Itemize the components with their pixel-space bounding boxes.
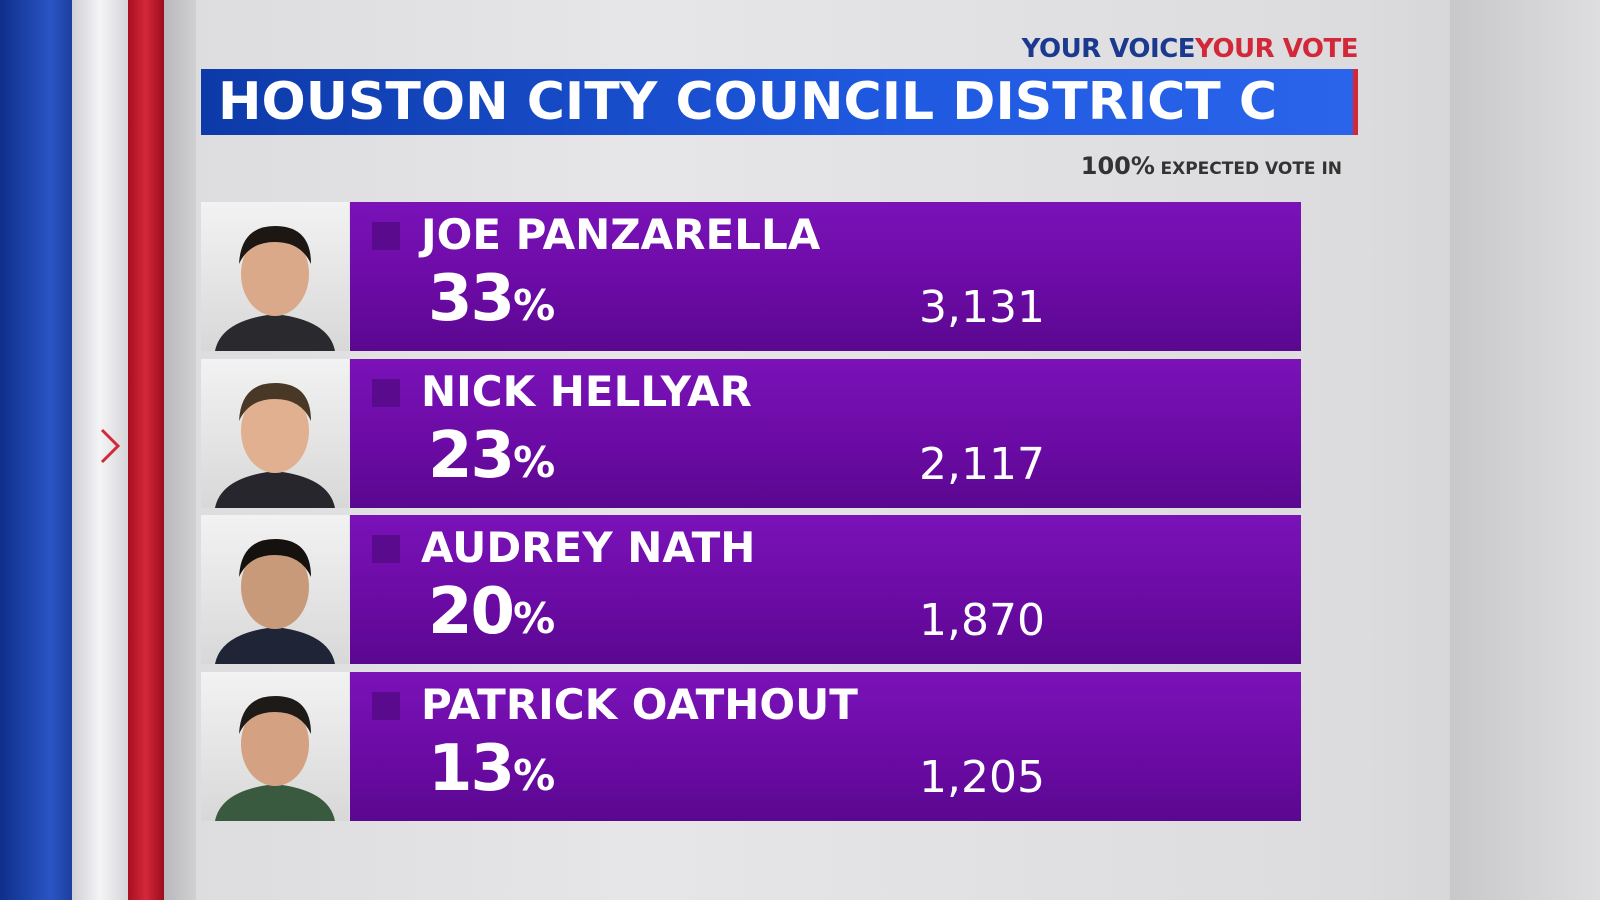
- tagline-left: YOUR VOICE: [1021, 34, 1196, 64]
- percent-unit: %: [513, 437, 556, 487]
- white-stripe: [72, 0, 128, 900]
- candidate-percent: 23%: [428, 419, 555, 493]
- candidate-name: PATRICK OATHOUT: [421, 679, 858, 729]
- percent-unit: %: [513, 594, 556, 643]
- candidate-votes: 2,117: [919, 438, 1045, 490]
- candidate-name: AUDREY NATH: [421, 523, 756, 572]
- color-square: [372, 691, 400, 720]
- expected-value: 100%: [1080, 152, 1155, 180]
- percent-value: 33: [428, 262, 515, 336]
- portrait: [215, 382, 335, 508]
- candidate-votes: 3,131: [919, 282, 1045, 333]
- red-stripe: [128, 0, 164, 900]
- candidate-percent: 20%: [428, 575, 555, 649]
- candidate-bar: [350, 358, 1301, 508]
- percent-value: 20: [428, 575, 515, 649]
- blue-stripe: [0, 0, 72, 900]
- candidate-name: JOE PANZARELLA: [421, 210, 821, 259]
- candidate-photo: [201, 202, 349, 351]
- candidate-photo: [201, 515, 349, 664]
- title: HOUSTON CITY COUNCIL DISTRICT C: [218, 72, 1278, 132]
- tagline: YOUR VOICEYOUR VOTE: [960, 34, 1359, 64]
- candidate-bar: [350, 202, 1301, 351]
- candidate-percent: 13%: [428, 732, 555, 806]
- candidate-bar: [350, 671, 1301, 821]
- candidate-percent: 33%: [428, 262, 555, 336]
- candidate-votes: 1,205: [919, 751, 1045, 803]
- candidate-name: NICK HELLYAR: [421, 366, 752, 416]
- color-square: [372, 378, 400, 407]
- percent-unit: %: [513, 281, 556, 330]
- portrait: [215, 695, 335, 821]
- chevron: [100, 428, 121, 464]
- expected-vote: 100% EXPECTED VOTE IN: [1000, 152, 1342, 180]
- right-edge: [1450, 0, 1600, 900]
- candidate-photo: [201, 671, 349, 821]
- portrait: [215, 539, 335, 664]
- candidate-votes: 1,870: [919, 595, 1045, 646]
- gray-stripe: [164, 0, 196, 900]
- candidate-photo: [201, 358, 349, 508]
- percent-value: 13: [428, 731, 515, 806]
- title-bar: [201, 69, 1358, 135]
- color-square: [372, 222, 400, 250]
- percent-value: 23: [428, 418, 515, 493]
- candidate-bar: [350, 515, 1301, 664]
- expected-label: EXPECTED VOTE IN: [1160, 159, 1343, 179]
- tagline-right: YOUR VOTE: [1195, 34, 1358, 64]
- portrait: [215, 226, 335, 351]
- percent-unit: %: [513, 750, 556, 800]
- color-square: [372, 535, 400, 563]
